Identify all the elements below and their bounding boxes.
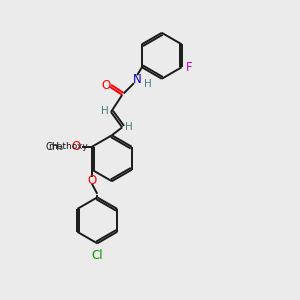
Text: O: O [102,79,111,92]
Text: F: F [185,61,192,74]
Text: H: H [100,106,108,116]
Text: O: O [87,173,97,187]
Text: Cl: Cl [92,249,103,262]
Text: CH₃: CH₃ [45,142,63,152]
Text: H: H [144,79,152,89]
Text: H: H [125,122,133,132]
Text: N: N [133,73,142,86]
Text: O: O [72,140,81,153]
Text: methoxy: methoxy [48,142,87,151]
